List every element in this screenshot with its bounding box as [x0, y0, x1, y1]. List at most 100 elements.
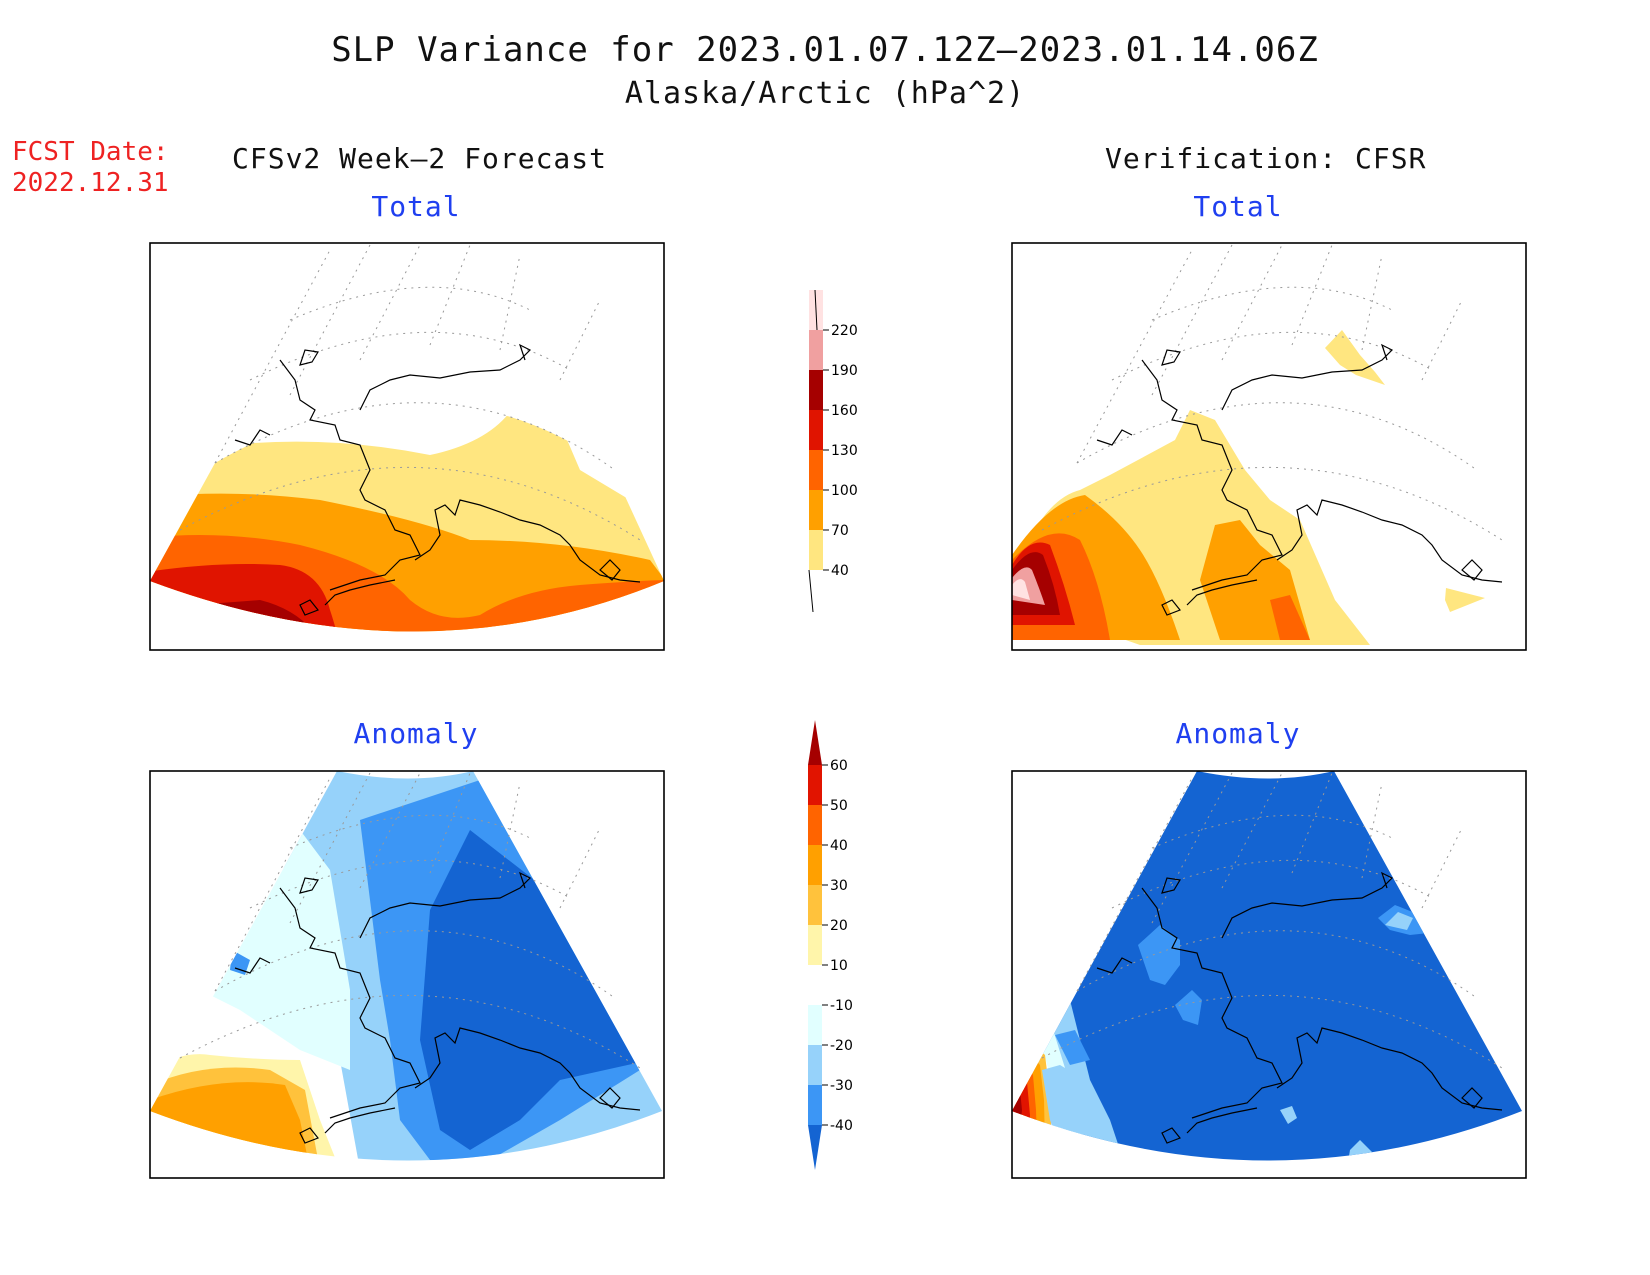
verification-total-coastline	[1096, 343, 1503, 616]
verification-anomaly-coastline	[1096, 871, 1503, 1144]
forecast-anomaly-frame	[149, 770, 665, 1179]
total-colorbar-swatch	[809, 330, 823, 370]
anomaly-colorbar-label: 60	[830, 758, 848, 774]
forecast-anomaly-coast-segment	[599, 1087, 621, 1109]
total-colorbar-swatch	[809, 410, 823, 450]
verification-anomaly-frame	[1011, 770, 1527, 1179]
forecast-anomaly-grid-line	[359, 772, 421, 889]
forecast-date: FCST Date: 2022.12.31	[12, 137, 169, 199]
forecast-anomaly-map	[150, 771, 662, 1161]
total-colorbar-tail	[808, 569, 814, 613]
verification-total-graticule	[1041, 244, 1503, 541]
anomaly-colorbar-swatch	[808, 1125, 822, 1170]
anomaly-colorbar-label: 10	[830, 958, 848, 974]
forecast-total-coast-segment	[359, 343, 532, 411]
verification-total-grid-line	[1151, 244, 1233, 396]
verification-total-coast-segment	[1221, 343, 1394, 411]
total-colorbar-swatch	[809, 530, 823, 570]
verification-anomaly-coast-segment	[1461, 1087, 1483, 1109]
forecast-total-grid-line	[289, 286, 531, 321]
verification-anomaly-coast-segment	[1186, 1107, 1258, 1134]
forecast-total-graticule	[179, 244, 641, 541]
total-colorbar-label: 130	[831, 443, 858, 459]
verification-anomaly-map	[1012, 771, 1522, 1161]
total-colorbar-label: 40	[831, 563, 849, 579]
anomaly-colorbar-label: 20	[830, 918, 848, 934]
verification-total-coast-segment	[1186, 579, 1258, 606]
verification-anomaly-graticule	[1041, 772, 1503, 1069]
total-colorbar: 40 70 100 130 160 190 220	[808, 289, 858, 613]
anomaly-colorbar: -40 -30 -20 -10 10 20 30 40 50 60	[808, 720, 853, 1170]
forecast-date-value: 2022.12.31	[12, 168, 169, 198]
total-colorbar-swatch	[809, 450, 823, 490]
verification-anomaly-coast-segment	[1221, 871, 1394, 939]
verification-anomaly-grid-line	[1111, 859, 1433, 909]
total-colorbar-label: 100	[831, 483, 858, 499]
anomaly-colorbar-label: 30	[830, 878, 848, 894]
forecast-anomaly-coast-segment	[234, 957, 271, 974]
verification-total-grid-line	[1041, 466, 1503, 541]
total-colorbar-label: 70	[831, 523, 849, 539]
forecast-total-grid-line	[559, 299, 601, 381]
forecast-anomaly-grid-line	[249, 859, 571, 909]
total-colorbar-tail	[814, 289, 818, 331]
forecast-total-coast-segment	[599, 559, 621, 581]
forecast-anomaly-graticule	[179, 772, 641, 1069]
anomaly-colorbar-label: 50	[830, 798, 848, 814]
verification-anomaly-grid-line	[1076, 930, 1475, 997]
forecast-anomaly-grid-line	[289, 772, 371, 924]
forecast-total-coastline	[234, 343, 641, 616]
total-colorbar-swatch	[809, 370, 823, 410]
forecast-anomaly-grid-line	[289, 814, 531, 849]
verification-total-grid-line	[1076, 402, 1475, 469]
forecast-total-grid-line	[179, 466, 641, 541]
verification-total-grid-line	[1421, 299, 1463, 381]
verification-column-heading: Verification: CFSR	[1105, 142, 1427, 175]
anomaly-colorbar-swatch	[808, 1005, 822, 1045]
verification-total-grid-line	[1076, 249, 1193, 464]
verification-anomaly-coast-segment	[1096, 957, 1133, 974]
forecast-total-coast-segment	[279, 359, 421, 591]
forecast-anomaly-coast-segment	[299, 877, 319, 894]
forecast-anomaly-coastline	[234, 871, 641, 1144]
map-overlays	[179, 244, 1503, 1144]
forecast-total-grid-line	[214, 249, 331, 464]
anomaly-colorbar-label: -10	[830, 998, 853, 1014]
anomaly-colorbar-swatch	[808, 845, 822, 885]
verification-total-coast-segment	[1141, 359, 1283, 591]
forecast-anomaly-coast-segment	[324, 1107, 396, 1134]
verification-anomaly-coast-segment	[1161, 1127, 1181, 1144]
forecast-anomaly-title: Anomaly	[353, 717, 479, 750]
verification-total-grid-line	[1151, 286, 1393, 321]
forecast-total-coast-segment	[234, 429, 271, 446]
verification-total-coast-segment	[1161, 599, 1181, 616]
forecast-anomaly-grid-line	[214, 930, 613, 997]
forecast-anomaly-grid-line	[179, 994, 641, 1069]
forecast-total-coast-segment	[299, 599, 319, 616]
verification-anomaly-coast-segment	[1161, 877, 1181, 894]
forecast-total-title: Total	[371, 190, 461, 223]
verification-anomaly-title: Anomaly	[1175, 717, 1301, 750]
anomaly-colorbar-swatch	[808, 1045, 822, 1085]
forecast-column-heading: CFSv2 Week–2 Forecast	[232, 142, 608, 175]
total-colorbar-label: 220	[831, 323, 858, 339]
anomaly-colorbar-swatch	[808, 720, 822, 765]
forecast-total-grid-line	[359, 244, 421, 361]
anomaly-colorbar-label: -40	[830, 1118, 853, 1134]
verification-total-grid-line	[1361, 254, 1383, 351]
map-subtitle: Alaska/Arctic (hPa^2)	[624, 76, 1026, 111]
verification-anomaly-grid-line	[1421, 827, 1463, 909]
forecast-total-grid-line	[289, 244, 371, 396]
verification-anomaly-grid-line	[1151, 772, 1233, 924]
forecast-total-grid-line	[499, 254, 521, 351]
verification-total-grid-line	[1111, 331, 1433, 381]
forecast-total-coast-segment	[299, 349, 319, 366]
verification-total-title: Total	[1193, 190, 1283, 223]
anomaly-colorbar-swatch	[808, 965, 822, 1005]
verification-anomaly-coast-segment	[1276, 1027, 1503, 1111]
forecast-anomaly-coast-segment	[299, 1127, 319, 1144]
forecast-anomaly-coast-segment	[414, 1027, 641, 1111]
forecast-anomaly-grid-line	[559, 827, 601, 909]
verification-anomaly-grid-line	[1221, 772, 1283, 889]
